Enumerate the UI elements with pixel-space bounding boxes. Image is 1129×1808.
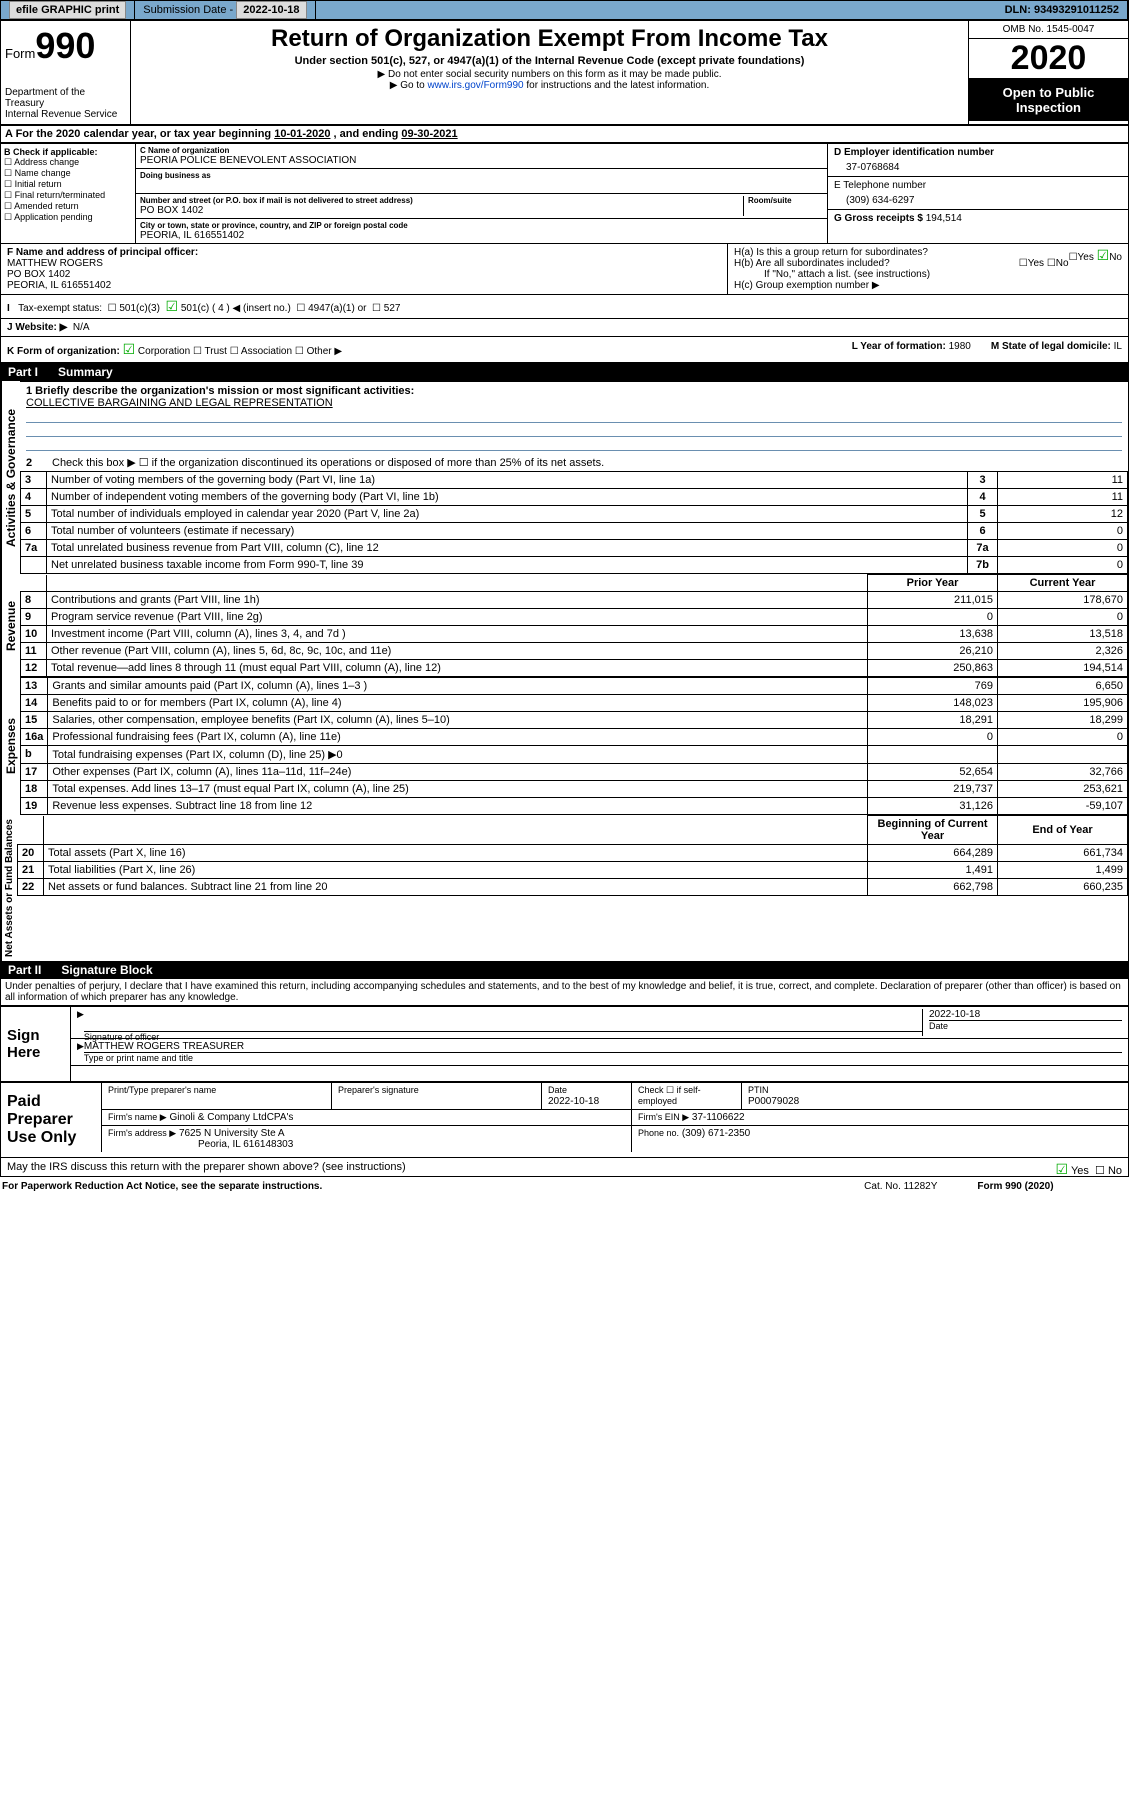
discuss-row: May the IRS discuss this return with the… <box>0 1158 1129 1177</box>
irs-link[interactable]: www.irs.gov/Form990 <box>427 80 523 91</box>
firm-ein: 37-1106622 <box>692 1112 745 1123</box>
chk-final[interactable]: Final return/terminated <box>4 190 132 201</box>
form-header: Form990 Department of the Treasury Inter… <box>0 20 1129 125</box>
block-bcde: B Check if applicable: Address change Na… <box>0 143 1129 244</box>
row-k: K Form of organization: Corporation ☐ Tr… <box>0 337 1129 363</box>
summary-revenue: Revenue Prior YearCurrent Year8Contribut… <box>0 574 1129 677</box>
chk-initial[interactable]: Initial return <box>4 179 132 190</box>
addr: PO BOX 1402 <box>140 205 743 216</box>
sub1: Under section 501(c), 527, or 4947(a)(1)… <box>135 55 964 67</box>
gross: 194,514 <box>926 213 962 224</box>
d-lbl: D Employer identification number <box>834 147 994 158</box>
domicile: IL <box>1114 341 1122 352</box>
subdate-lbl: Submission Date <box>143 4 226 16</box>
org-name: PEORIA POLICE BENEVOLENT ASSOCIATION <box>140 155 823 166</box>
phone: (309) 634-6297 <box>834 191 1122 206</box>
row-j: J Website: ▶ N/A <box>0 319 1129 337</box>
netassets-table: Beginning of Current YearEnd of Year20To… <box>17 815 1128 896</box>
hb: H(b) Are all subordinates included? <box>734 258 890 269</box>
b-label: B Check if applicable: <box>4 147 132 157</box>
form-label: Form <box>5 46 35 61</box>
summary-expenses: Expenses 13Grants and similar amounts pa… <box>0 677 1129 815</box>
preparer-block: Paid Preparer Use Only Print/Type prepar… <box>0 1082 1129 1158</box>
g-lbl: G Gross receipts $ <box>834 213 923 224</box>
officer-sig-name: MATTHEW ROGERS TREASURER <box>84 1041 1122 1052</box>
row-i: I Tax-exempt status: ☐ 501(c)(3) 501(c) … <box>0 295 1129 319</box>
prep-phone: (309) 671-2350 <box>682 1128 750 1139</box>
line-a: A For the 2020 calendar year, or tax yea… <box>0 125 1129 143</box>
dln: 93493291011252 <box>1034 4 1119 16</box>
efile-btn[interactable]: efile GRAPHIC print <box>9 1 126 19</box>
revenue-table: Prior YearCurrent Year8Contributions and… <box>20 574 1128 677</box>
penalty-text: Under penalties of perjury, I declare th… <box>0 979 1129 1006</box>
summary-netassets: Net Assets or Fund Balances Beginning of… <box>0 815 1129 961</box>
f-lbl: F Name and address of principal officer: <box>7 247 198 258</box>
chk-amended[interactable]: Amended return <box>4 201 132 212</box>
chk-address[interactable]: Address change <box>4 157 132 168</box>
ein: 37-0768684 <box>834 158 1122 173</box>
governance-table: 3Number of voting members of the governi… <box>20 471 1128 574</box>
top-bar: efile GRAPHIC print Submission Date - 20… <box>0 0 1129 20</box>
hc: H(c) Group exemption number ▶ <box>734 280 1122 291</box>
officer-name: MATTHEW ROGERS <box>7 258 103 269</box>
sign-block: Sign Here Signature of officer2022-10-18… <box>0 1006 1129 1082</box>
part2-header: Part IISignature Block <box>0 961 1129 979</box>
omb: OMB No. 1545-0047 <box>969 21 1128 39</box>
part1-header: Part ISummary <box>0 363 1129 381</box>
form-title: Return of Organization Exempt From Incom… <box>135 25 964 53</box>
firm-name: Ginoli & Company LtdCPA's <box>169 1112 293 1123</box>
website: N/A <box>73 322 90 333</box>
open-public: Open to Public Inspection <box>969 79 1128 121</box>
summary-governance: Activities & Governance 1 Briefly descri… <box>0 381 1129 574</box>
ha: H(a) Is this a group return for subordin… <box>734 247 928 258</box>
page-footer: For Paperwork Reduction Act Notice, see … <box>0 1177 1056 1196</box>
dept: Department of the Treasury Internal Reve… <box>5 87 126 120</box>
e-lbl: E Telephone number <box>834 180 926 191</box>
form-number: 990 <box>35 25 95 66</box>
mission: COLLECTIVE BARGAINING AND LEGAL REPRESEN… <box>26 397 1122 409</box>
hb-note: If "No," attach a list. (see instruction… <box>734 269 1122 280</box>
ptin: P00079028 <box>748 1096 799 1107</box>
year-formed: 1980 <box>949 341 971 352</box>
block-fh: F Name and address of principal officer:… <box>0 244 1129 295</box>
chk-name[interactable]: Name change <box>4 168 132 179</box>
subdate: 2022-10-18 <box>236 1 306 19</box>
tax-year: 2020 <box>969 39 1128 79</box>
expenses-table: 13Grants and similar amounts paid (Part … <box>20 677 1128 815</box>
chk-pending[interactable]: Application pending <box>4 212 132 223</box>
dln-lbl: DLN: <box>1005 4 1031 16</box>
sub2: ▶ Do not enter social security numbers o… <box>135 69 964 80</box>
city: PEORIA, IL 616551402 <box>140 230 823 241</box>
